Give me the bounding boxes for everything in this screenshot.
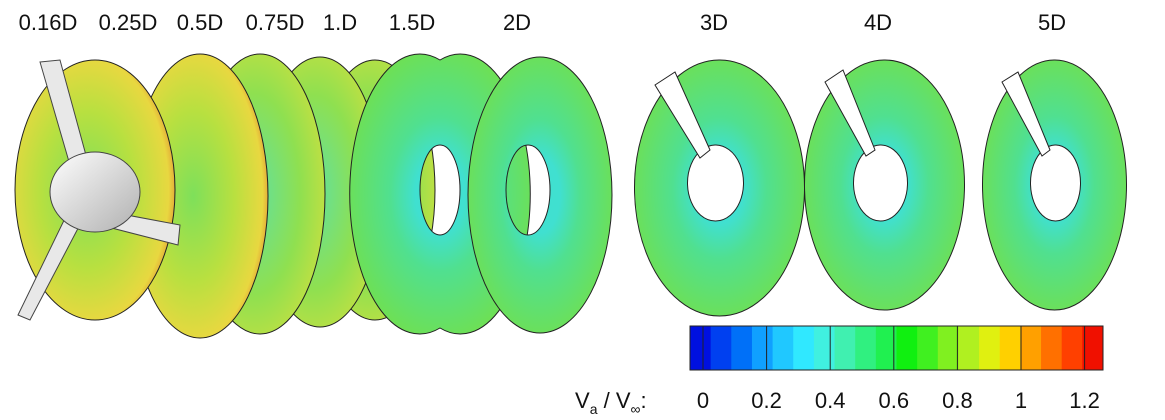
colorbar-band xyxy=(917,326,939,370)
title-sub: a xyxy=(590,401,598,417)
colorbar-band xyxy=(896,326,918,370)
station-label: 5D xyxy=(1038,10,1066,35)
colorbar-tick-label: 0.2 xyxy=(751,388,782,413)
colorbar-band xyxy=(855,326,877,370)
colorbar-tick-label: 0.4 xyxy=(815,388,846,413)
contour-discs xyxy=(14,53,1127,339)
colorbar-band xyxy=(813,326,836,370)
colorbar-band xyxy=(1082,326,1104,370)
colorbar-tick-label: 0.6 xyxy=(879,388,910,413)
title-part: V xyxy=(575,388,590,413)
colorbar-band xyxy=(751,326,774,370)
colorbar-band xyxy=(772,326,794,370)
station-label: 0.5D xyxy=(177,10,223,35)
station-labels: 0.16D 0.25D 0.5D 0.75D 1.D 1.5D 2D 3D 4D 5D xyxy=(19,10,1066,35)
station-label: 0.16D xyxy=(19,10,78,35)
colorbar-band xyxy=(710,326,732,370)
colorbar-band xyxy=(1020,326,1042,370)
turbine xyxy=(17,59,181,321)
colorbar-band xyxy=(999,326,1021,370)
colorbar-title: Va / V∞: xyxy=(575,388,647,417)
colorbar-band xyxy=(793,326,815,370)
colorbar-frame xyxy=(689,325,1104,371)
colorbar-tick-label: 0 xyxy=(697,388,709,413)
colorbar-band xyxy=(875,326,897,370)
colorbar-tick-label: 1 xyxy=(1015,388,1027,413)
station-label: 0.75D xyxy=(246,10,305,35)
colorbar-band xyxy=(690,326,712,370)
station-label: 1.5D xyxy=(389,10,435,35)
colorbar-tick-label: 1.2 xyxy=(1069,388,1100,413)
colorbar-band xyxy=(979,326,1001,370)
colorbar-band xyxy=(937,326,959,370)
station-label: 2D xyxy=(503,10,531,35)
title-sub: ∞ xyxy=(631,401,641,417)
colorbar-band xyxy=(1041,326,1063,370)
colorbar-band xyxy=(1061,326,1083,370)
colorbar-tick-label: 0.8 xyxy=(942,388,973,413)
station-label: 0.25D xyxy=(99,10,158,35)
station-label: 4D xyxy=(864,10,892,35)
colorbar-band xyxy=(958,326,980,370)
station-label: 3D xyxy=(700,10,728,35)
colorbar-band xyxy=(834,326,856,370)
colorbar: 0 0.2 0.4 0.6 0.8 1 1.2 xyxy=(689,325,1104,413)
title-part: : xyxy=(640,388,646,413)
colorbar-band xyxy=(731,326,753,370)
title-part: / V xyxy=(597,388,630,413)
station-label: 1.D xyxy=(323,10,357,35)
